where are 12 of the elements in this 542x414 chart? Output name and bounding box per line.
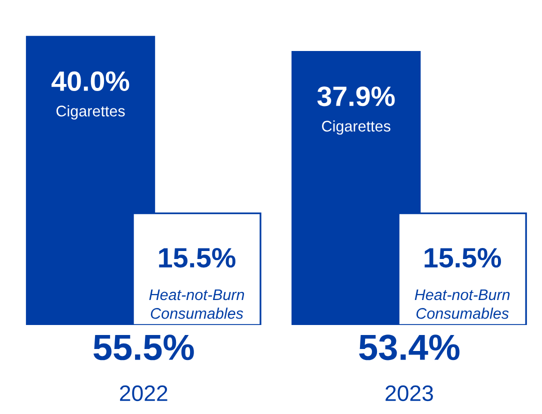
text: Cigarettes (56, 105, 125, 120)
text: Heat-not-Burn Consumables (414, 290, 510, 319)
total-label: 55.5% (94, 334, 194, 360)
data-label: 40.0% (52, 71, 130, 92)
series-label: Cigarettes (322, 120, 390, 135)
data-label: 37.9% (317, 86, 395, 106)
data-label: 15.5% (159, 248, 236, 268)
series-label: Heat-not-Burn Consumables (149, 290, 244, 319)
x-tick-label: 2022 (120, 385, 168, 402)
x-tick-label: 2023 (386, 385, 433, 402)
total-label: 53.4% (359, 334, 460, 360)
data-label: 15.5% (424, 248, 501, 268)
